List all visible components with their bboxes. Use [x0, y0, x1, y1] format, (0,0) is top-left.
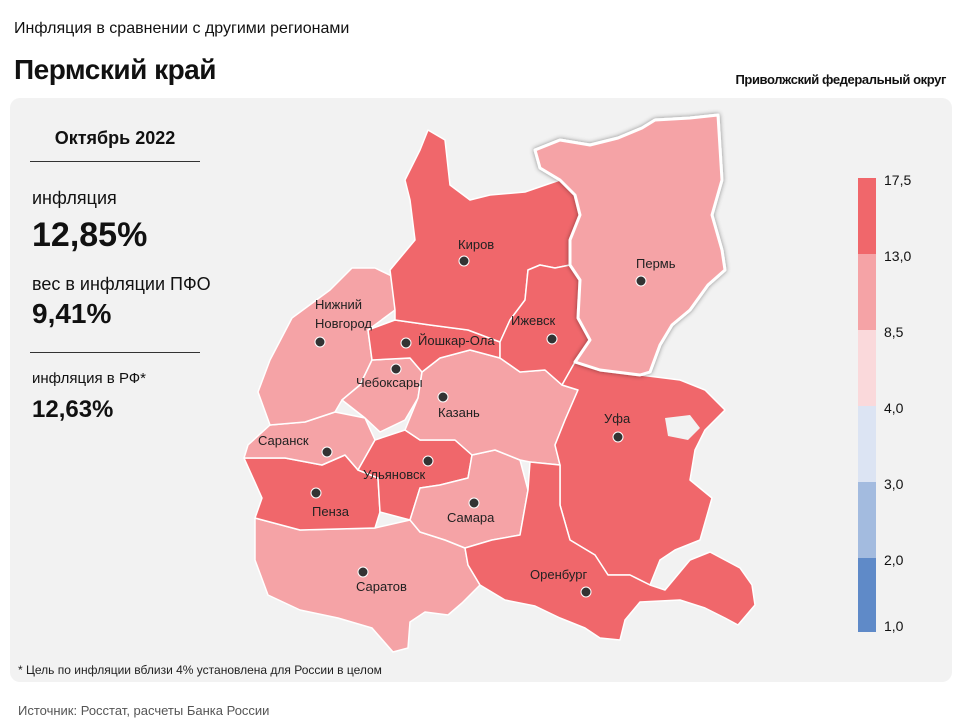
region-title: Пермский край — [14, 54, 216, 85]
city-label-ulyanovsk: Ульяновск — [363, 467, 425, 482]
city-dot-izhevsk — [546, 333, 558, 345]
legend-tick-5: 3,0 — [884, 476, 904, 492]
legend-swatch-4 — [858, 406, 876, 482]
city-dot-penza — [310, 487, 322, 499]
city-label-kazan: Казань — [438, 405, 480, 420]
city-label-cheboksary: Чебоксары — [356, 375, 423, 390]
weight-value: 9,41% — [32, 298, 112, 329]
legend-tick-2: 13,0 — [884, 248, 912, 264]
city-label-penza: Пенза — [312, 504, 350, 519]
city-label-yoshkar: Йошкар-Ола — [418, 333, 495, 348]
city-dot-perm — [635, 275, 647, 287]
info-box: Октябрь 2022 инфляция 12,85% вес в инфля… — [30, 128, 211, 423]
legend-swatch-1 — [858, 178, 876, 254]
city-label-orenburg: Оренбург — [530, 567, 587, 582]
inflation-value: 12,85% — [32, 216, 148, 254]
city-label-nizhny-2: Новгород — [315, 316, 372, 331]
city-dot-saransk — [321, 446, 333, 458]
city-label-izhevsk: Ижевск — [511, 313, 556, 328]
legend-swatch-3 — [858, 330, 876, 406]
period-label: Октябрь 2022 — [30, 128, 200, 162]
city-label-kirov: Киров — [458, 237, 494, 252]
map-notch — [665, 415, 700, 440]
city-dot-nizhny — [314, 336, 326, 348]
city-dot-orenburg — [580, 586, 592, 598]
city-label-samara: Самара — [447, 510, 495, 525]
top-label: Инфляция в сравнении с другими регионами — [14, 20, 350, 37]
footnote: * Цель по инфляции вблизи 4% установлена… — [18, 663, 382, 677]
region-orenburg — [464, 461, 756, 641]
legend-swatch-2 — [858, 254, 876, 330]
legend-tick-4: 4,0 — [884, 400, 904, 416]
city-label-nizhny-1: Нижний — [315, 297, 362, 312]
city-label-ufa: Уфа — [604, 411, 631, 426]
city-label-perm: Пермь — [636, 256, 676, 271]
district-label: Приволжский федеральный округ — [735, 72, 946, 87]
rf-inflation-value: 12,63% — [32, 396, 114, 423]
city-dot-saratov — [357, 566, 369, 578]
region-perm — [533, 113, 727, 377]
city-dot-kirov — [458, 255, 470, 267]
city-dot-samara — [468, 497, 480, 509]
legend-tick-6: 2,0 — [884, 552, 904, 568]
city-label-saransk: Саранск — [258, 433, 309, 448]
info-divider — [30, 352, 200, 353]
city-dot-yoshkar — [400, 337, 412, 349]
weight-label: вес в инфляции ПФО — [32, 274, 211, 294]
city-dot-cheboksary — [390, 363, 402, 375]
inflation-label: инфляция — [32, 188, 117, 208]
rf-inflation-label: инфляция в РФ* — [32, 370, 147, 387]
city-dot-ufa — [612, 431, 624, 443]
legend-tick-7: 1,0 — [884, 618, 904, 634]
legend-swatch-6 — [858, 558, 876, 632]
source-note: Источник: Росстат, расчеты Банка России — [18, 703, 270, 718]
city-dot-ulyanovsk — [422, 455, 434, 467]
city-label-saratov: Саратов — [356, 579, 407, 594]
city-dot-kazan — [437, 391, 449, 403]
legend-tick-3: 8,5 — [884, 324, 904, 340]
legend-swatch-5 — [858, 482, 876, 558]
legend-tick-1: 17,5 — [884, 172, 912, 188]
color-legend: 17,5 13,0 8,5 4,0 3,0 2,0 1,0 — [858, 172, 938, 634]
